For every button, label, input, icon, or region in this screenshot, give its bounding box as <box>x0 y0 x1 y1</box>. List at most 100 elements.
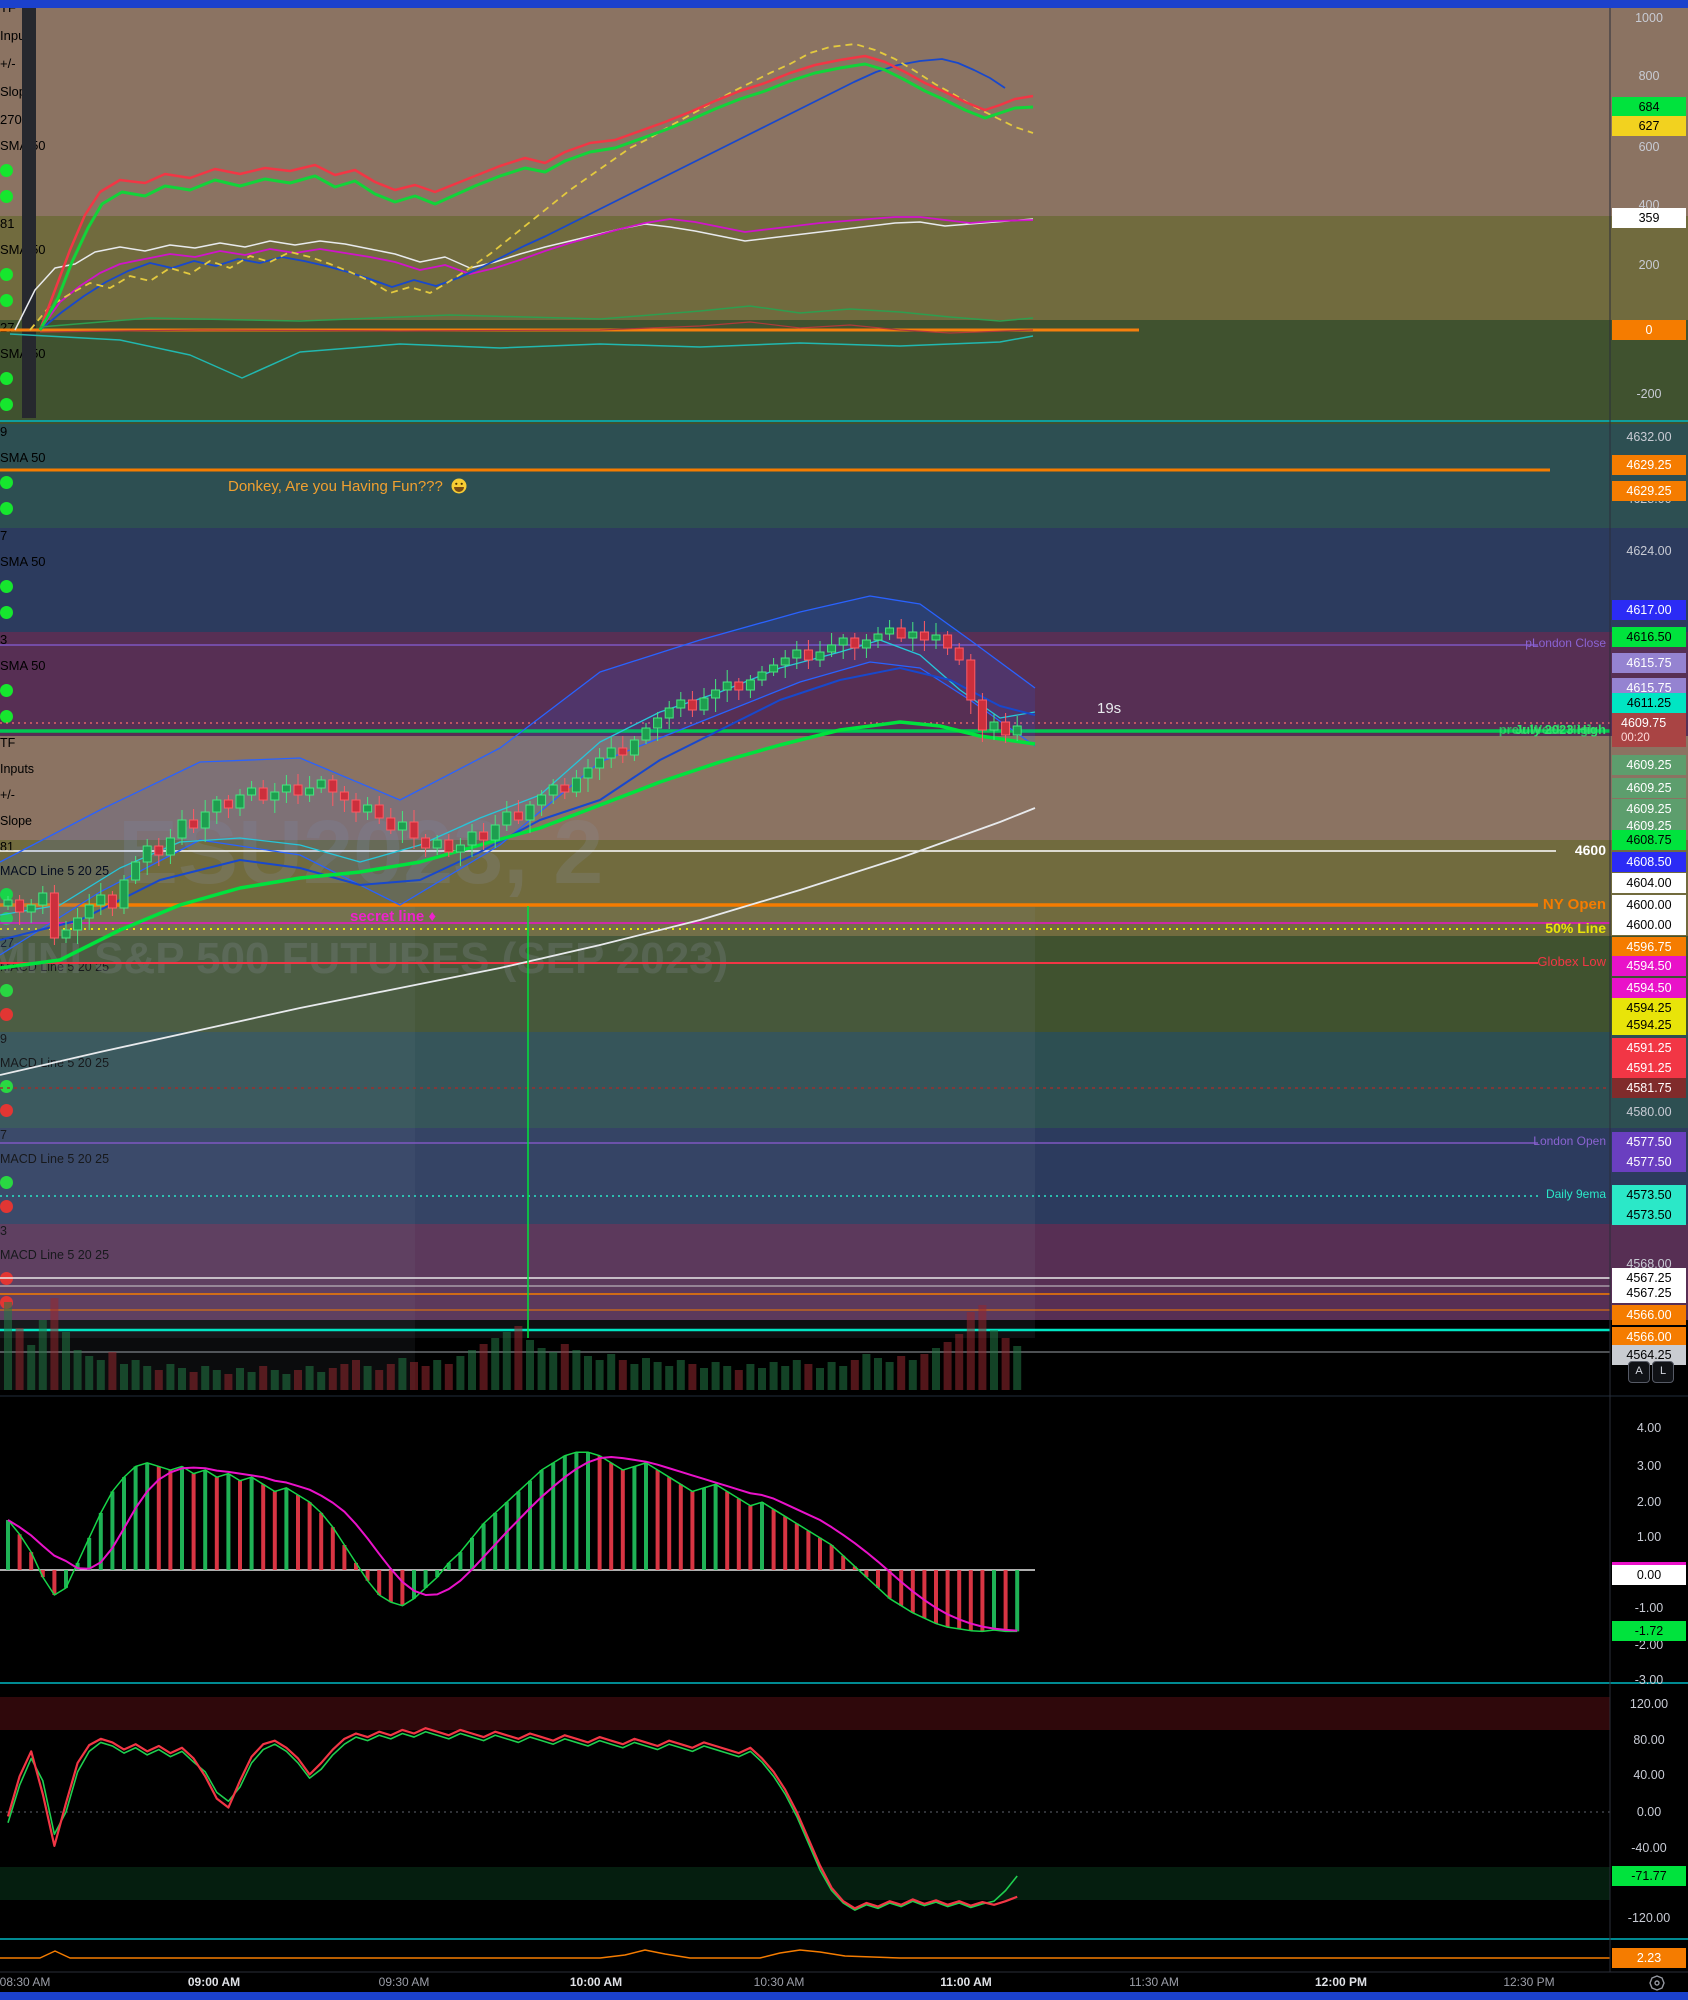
macd-histogram-bar <box>203 1470 208 1570</box>
macd-histogram-bar <box>876 1570 880 1588</box>
macd-histogram-bar <box>829 1545 834 1570</box>
table-cell-pm <box>0 684 1688 710</box>
volume-bar <box>653 1362 662 1390</box>
table-header-cell: Inputs <box>0 28 1688 56</box>
price-label: 4594.50 <box>1612 956 1686 976</box>
time-scale[interactable]: 08:30 AM 09:00 AM 09:30 AM 10:00 AM 10:30 AM… <box>0 1972 1688 1992</box>
candlestick <box>247 787 257 796</box>
macd-histogram-bar <box>365 1570 370 1581</box>
table-cell-slope <box>0 502 1688 528</box>
macd-histogram-bar <box>377 1570 382 1595</box>
volume-bar <box>120 1364 128 1390</box>
candlestick <box>873 633 883 641</box>
osc-red-line <box>6 1727 1018 1910</box>
macd-histogram-bar <box>702 1487 706 1570</box>
price-label: 0 <box>1612 320 1686 340</box>
time-axis-label: 09:00 AM <box>187 1975 241 1989</box>
volume-bar <box>549 1352 558 1390</box>
table-cell-input: MACD Line 5 20 25 <box>0 1248 1688 1272</box>
table-cell-pm <box>0 268 1688 294</box>
price-label: 4566.00 <box>1612 1305 1686 1325</box>
green-status-dot[interactable] <box>0 888 13 901</box>
volume-bar <box>212 1370 221 1390</box>
candlestick <box>351 799 361 813</box>
green-status-dot[interactable] <box>0 190 13 203</box>
price-line-label: prev Week High <box>1498 722 1596 737</box>
volume-bar <box>688 1364 697 1390</box>
price-label: 4608.75 <box>1612 830 1686 850</box>
candlestick <box>455 844 465 853</box>
candlestick <box>467 831 477 846</box>
teal-small-line <box>9 333 1034 379</box>
volume-bar <box>514 1326 523 1390</box>
green-status-dot[interactable] <box>0 372 13 385</box>
price-label: 359 <box>1612 208 1686 228</box>
volume-bar <box>143 1366 152 1390</box>
macd-histogram-bar <box>493 1512 498 1570</box>
green-status-dot[interactable] <box>0 1176 13 1189</box>
candlestick <box>397 821 407 831</box>
red-cum-delta-line <box>38 54 1034 331</box>
table-cell-tf: 3 <box>0 1224 1688 1248</box>
table-cell-tf: 9 <box>0 1032 1688 1056</box>
green-status-dot[interactable] <box>0 684 13 697</box>
green-status-dot[interactable] <box>0 502 13 515</box>
candlestick <box>513 811 523 821</box>
macd-histogram-bar <box>945 1570 950 1628</box>
candlestick <box>38 892 48 906</box>
green-status-dot[interactable] <box>0 710 13 723</box>
red-status-dot[interactable] <box>0 1008 13 1021</box>
candlestick <box>734 681 744 691</box>
price-label: 4609.25 <box>1612 755 1686 775</box>
axis-tick: 1000 <box>1635 11 1663 25</box>
table-cell-input: MACD Line 5 20 25 <box>0 1056 1688 1080</box>
candlestick <box>107 894 117 909</box>
price-label: 4629.25 <box>1612 481 1686 501</box>
time-axis-label: 10:00 AM <box>569 1975 623 1989</box>
macd-histogram-bar <box>133 1466 138 1570</box>
mini-orange-line <box>0 1949 1610 1959</box>
green-status-dot[interactable] <box>0 984 13 997</box>
green-status-dot[interactable] <box>0 476 13 489</box>
candlestick <box>479 831 489 841</box>
green-status-dot[interactable] <box>0 294 13 307</box>
shaded-region <box>22 8 36 418</box>
a-button[interactable]: A <box>1628 1361 1650 1383</box>
green-status-dot[interactable] <box>0 164 13 177</box>
macd-histogram-bar <box>934 1570 938 1624</box>
green-status-dot[interactable] <box>0 268 13 281</box>
candlestick <box>571 777 581 793</box>
green-status-dot[interactable] <box>0 1080 13 1093</box>
volume-bar <box>769 1362 778 1390</box>
volume-bar <box>839 1366 848 1390</box>
macd-histogram-bar <box>214 1477 219 1570</box>
gear-icon[interactable] <box>1644 1974 1670 1992</box>
red-status-dot[interactable] <box>0 1104 13 1117</box>
volume-bar <box>874 1358 882 1390</box>
green-status-dot[interactable] <box>0 606 13 619</box>
shaded-region <box>0 906 415 1390</box>
axis-tick: 4624.00 <box>1626 544 1672 558</box>
macd-histogram-bar <box>180 1466 184 1570</box>
axis-tick: 1.00 <box>1636 1530 1662 1544</box>
macd-histogram-bar <box>342 1545 347 1570</box>
macd-histogram-bar <box>528 1480 532 1570</box>
red-status-dot[interactable] <box>0 1200 13 1213</box>
green-status-dot[interactable] <box>0 912 13 925</box>
time-axis-label: 09:30 AM <box>378 1975 430 1989</box>
macd-histogram-bar <box>678 1484 683 1570</box>
macd-histogram-bar <box>249 1477 254 1570</box>
volume-bar <box>224 1374 233 1390</box>
volume-bar <box>108 1352 117 1390</box>
macd-histogram-bar <box>446 1562 451 1570</box>
l-button[interactable]: L <box>1652 1361 1674 1383</box>
price-label: 4591.25 <box>1612 1058 1686 1078</box>
chat-annotation: Donkey, Are you Having Fun??? <box>228 478 467 495</box>
laughing-emoji-icon <box>451 478 467 494</box>
candlestick <box>1001 721 1011 736</box>
macd-histogram-bar <box>655 1470 660 1570</box>
green-status-dot[interactable] <box>0 580 13 593</box>
candlestick <box>548 784 558 796</box>
green-status-dot[interactable] <box>0 398 13 411</box>
